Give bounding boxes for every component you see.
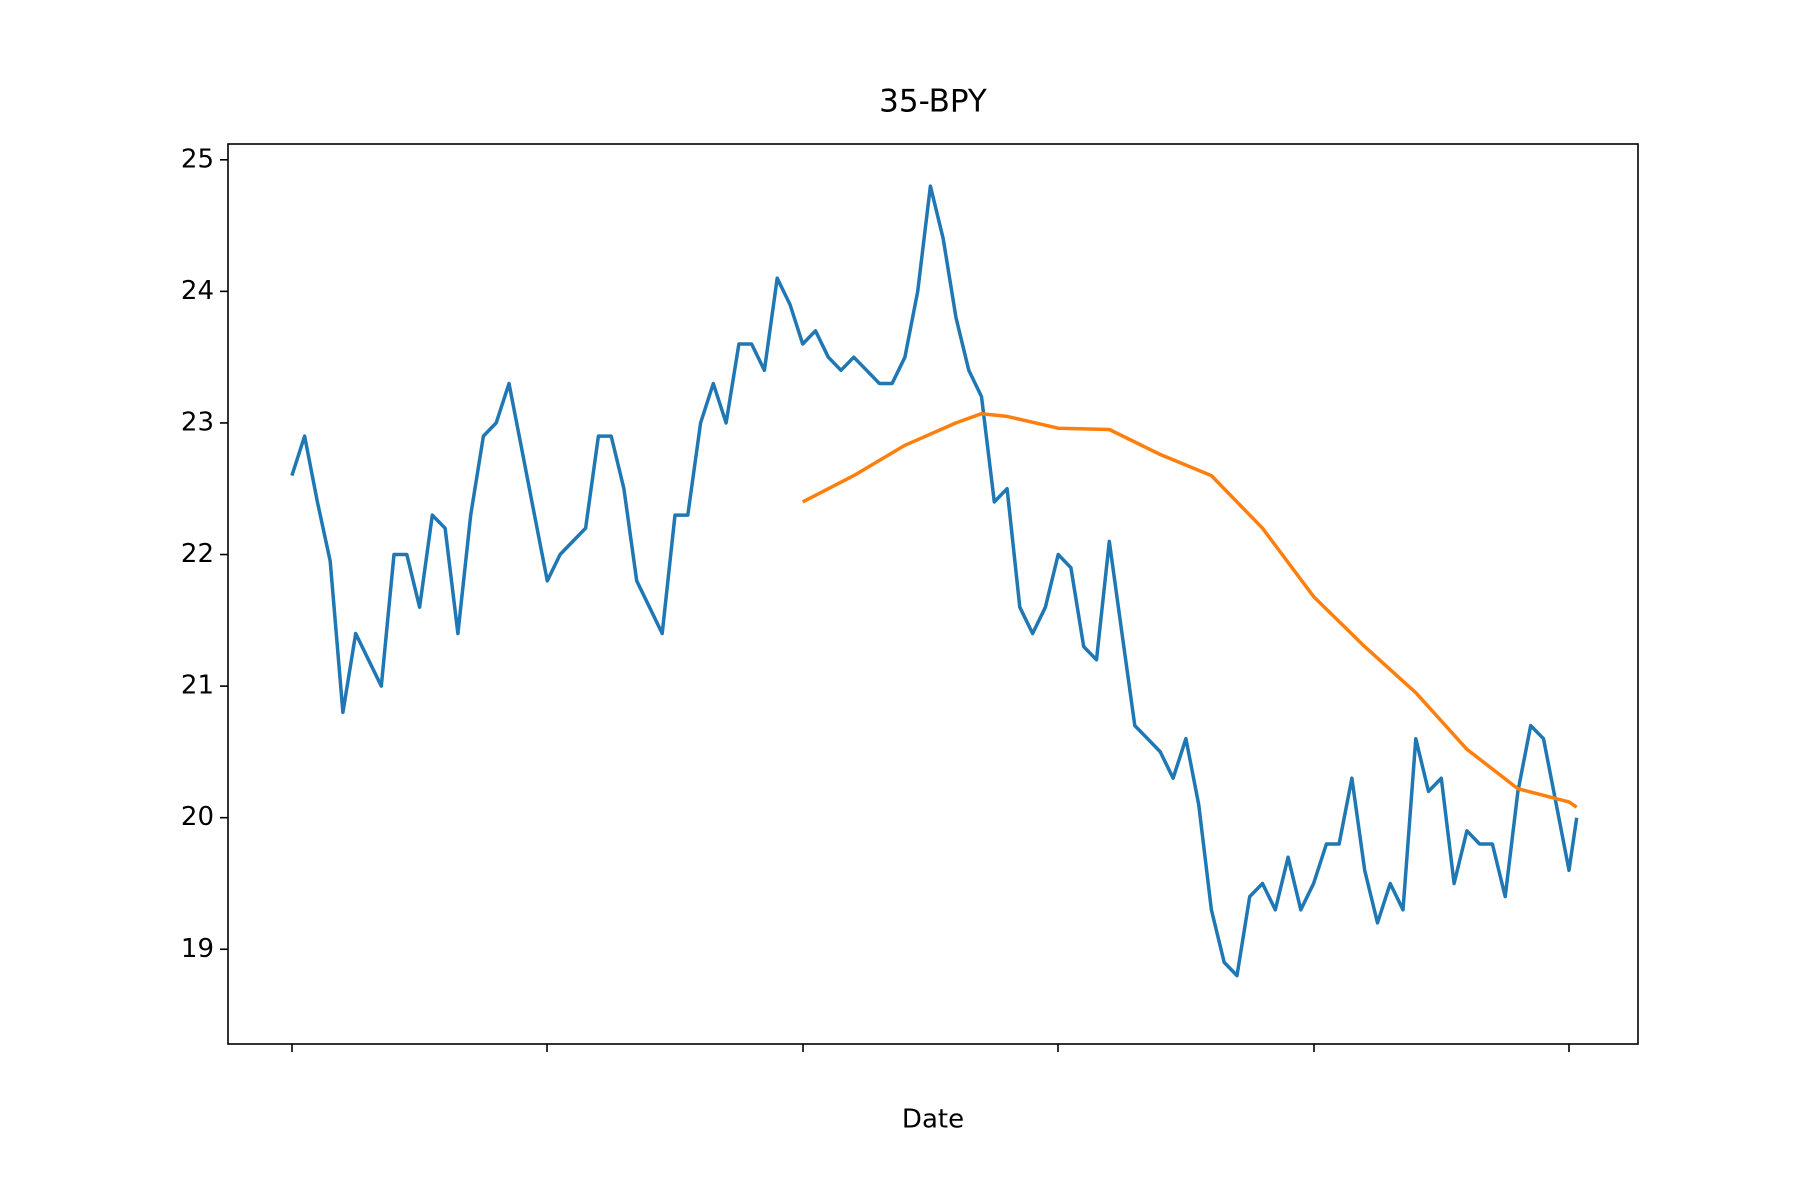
x-ticks bbox=[291, 1044, 1570, 1052]
plot-frame bbox=[227, 143, 1639, 1045]
y-tick-label: 24 bbox=[181, 276, 214, 306]
y-tick-label: 19 bbox=[181, 934, 214, 964]
chart-title: 35-BPY bbox=[879, 84, 987, 120]
y-tick-label: 23 bbox=[181, 407, 214, 437]
line-series bbox=[290, 184, 1579, 978]
y-tick-label: 21 bbox=[181, 671, 214, 701]
y-tick-label: 22 bbox=[181, 539, 214, 569]
x-axis-label: Date bbox=[902, 1105, 964, 1135]
line-series bbox=[801, 411, 1578, 809]
y-tick-label: 25 bbox=[181, 144, 214, 174]
y-tick-label: 20 bbox=[181, 802, 214, 832]
